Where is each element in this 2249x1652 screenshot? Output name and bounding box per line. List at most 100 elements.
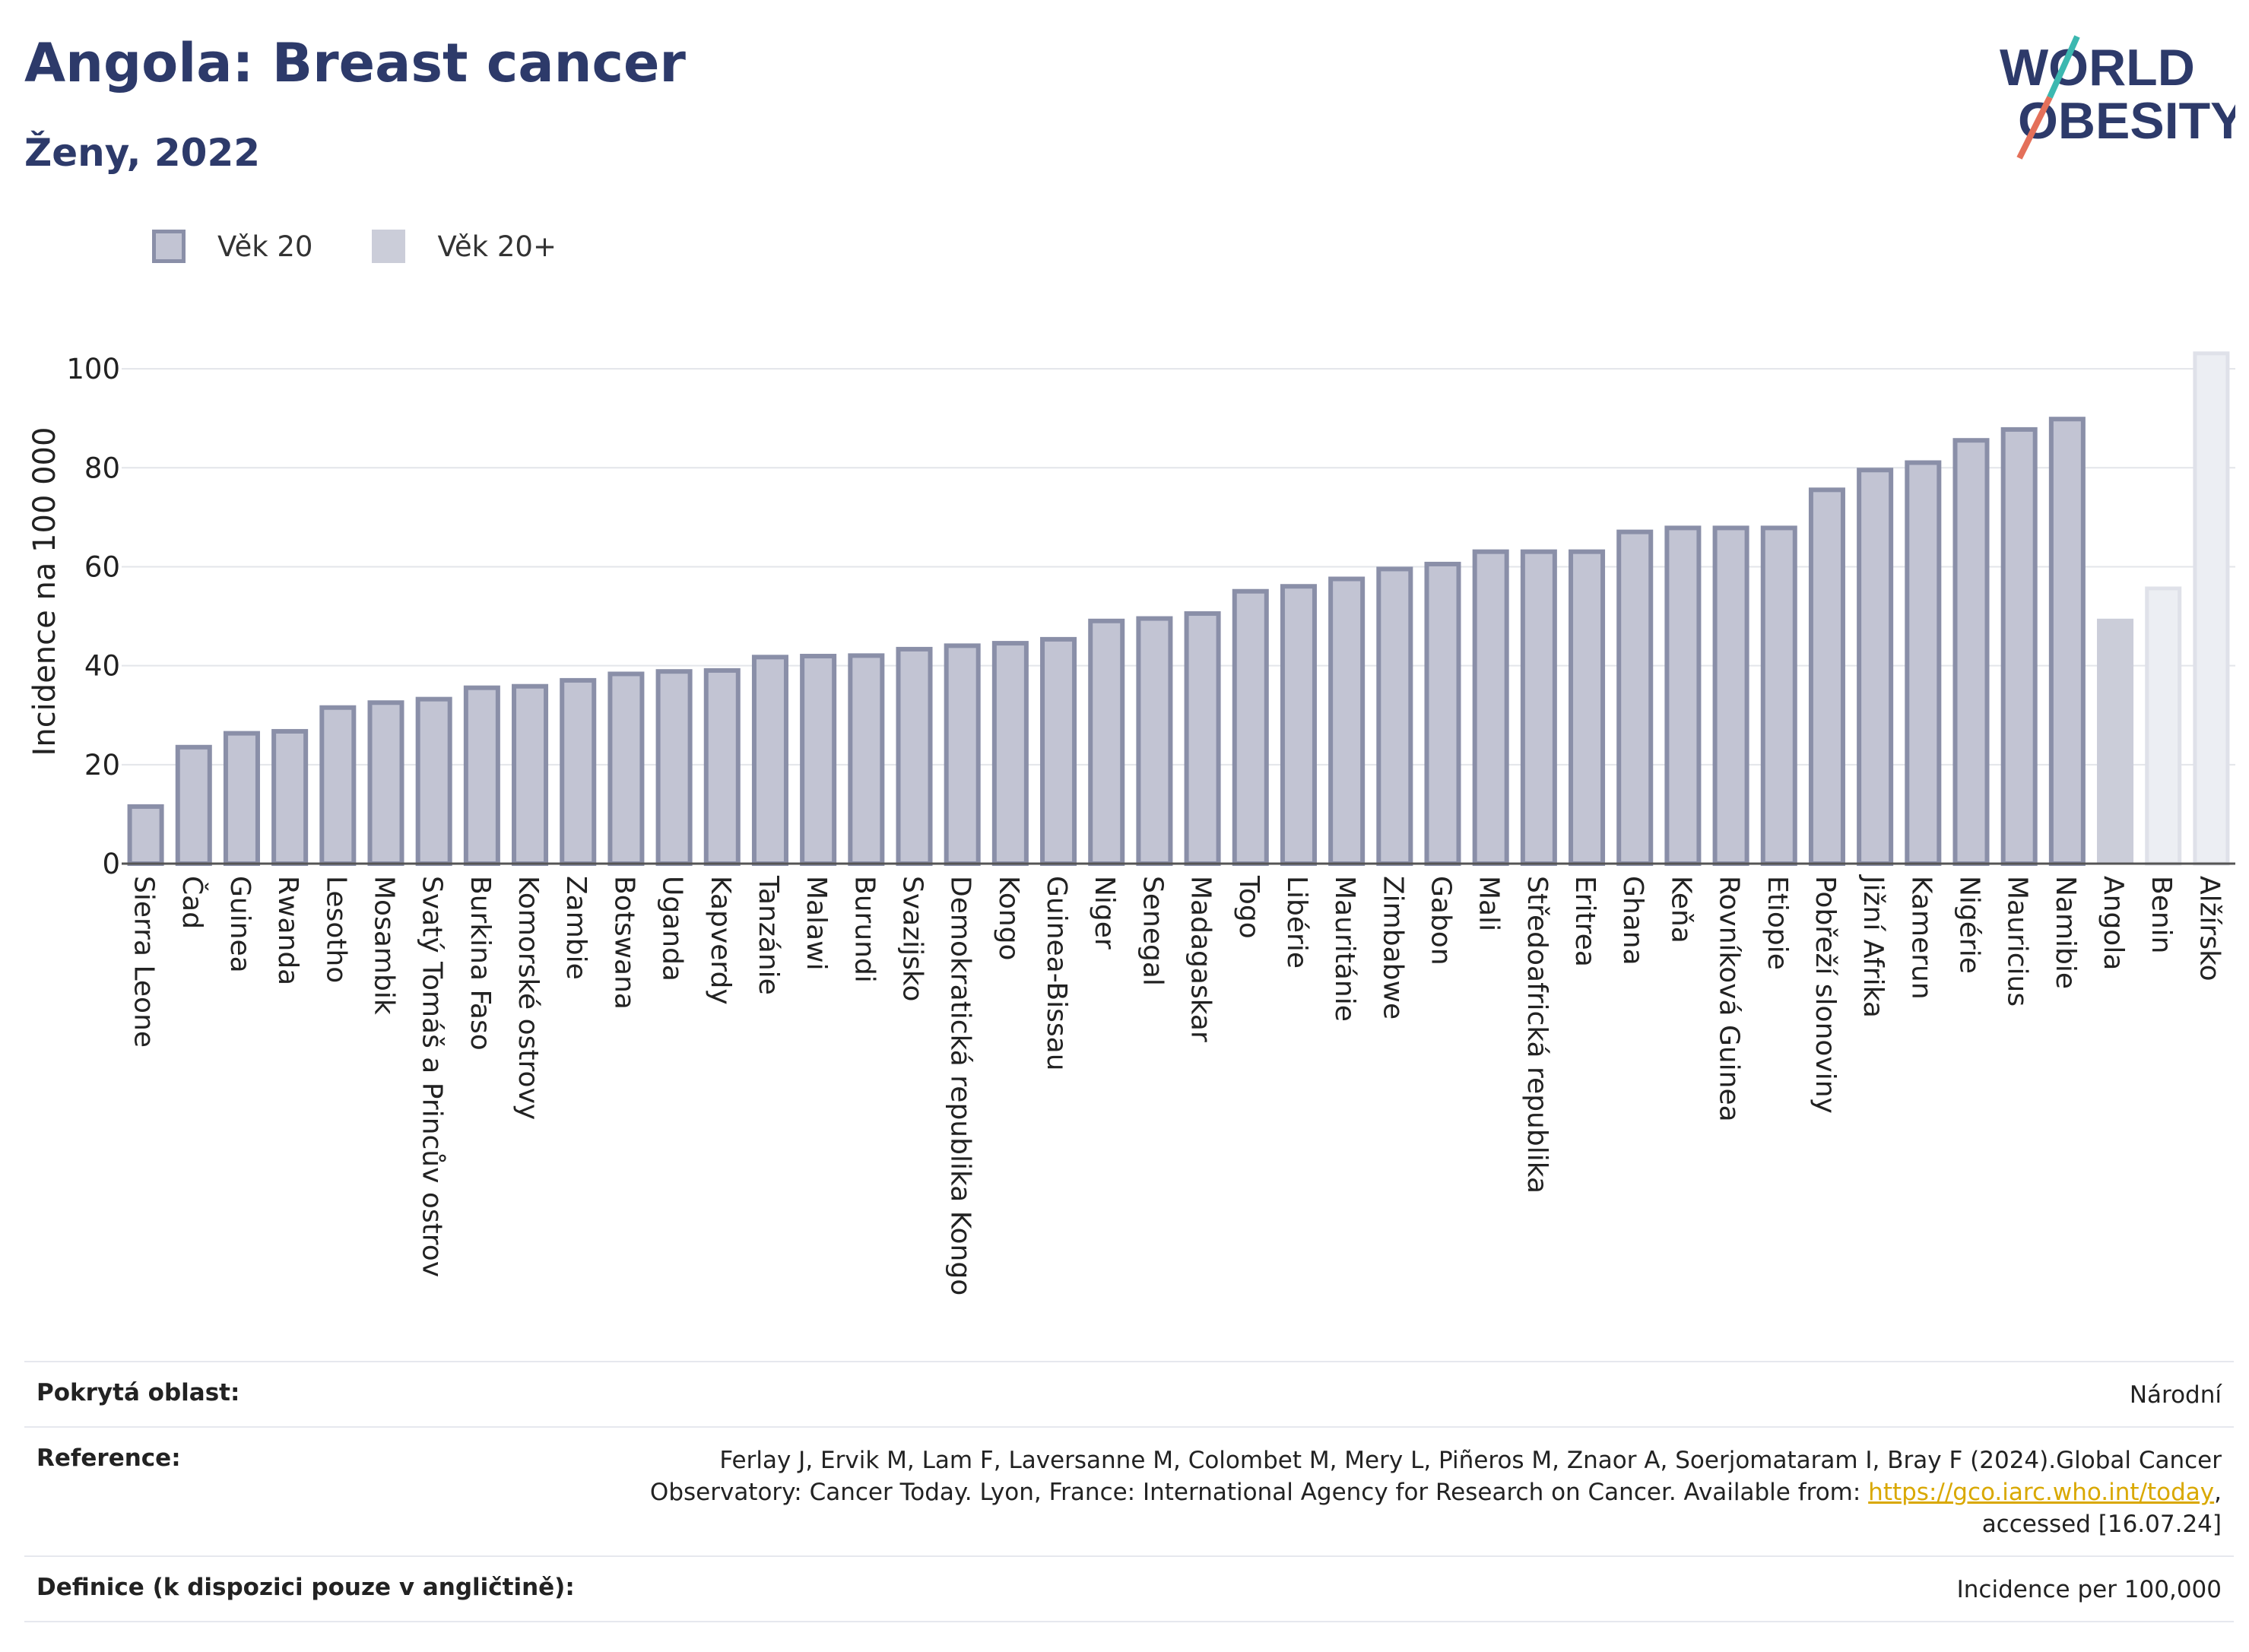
bar — [1952, 438, 1990, 866]
x-tick-label: Malawi — [801, 876, 832, 971]
x-tick-label: Benin — [2146, 876, 2177, 953]
bar — [1664, 525, 1702, 866]
legend-label: Věk 20+ — [437, 230, 557, 263]
x-tick-label: Lesotho — [320, 876, 351, 983]
x-tick-label: Kapverdy — [705, 876, 736, 1005]
x-tick-label: Zambie — [560, 876, 592, 980]
legend-swatch-light — [372, 230, 406, 263]
x-tick-label: Mosambik — [369, 876, 400, 1015]
logo-text-obesity: OBESITY — [2018, 92, 2235, 150]
bar — [1040, 636, 1077, 866]
footer-label: Reference: — [36, 1444, 181, 1472]
x-tick-label: Rwanda — [272, 876, 303, 985]
x-tick-label: Guinea-Bissau — [1041, 876, 1072, 1071]
bar — [319, 705, 357, 867]
bar — [367, 700, 404, 867]
bar — [1905, 460, 1942, 866]
x-tick-label: Svazijsko — [897, 876, 928, 1001]
bar — [1376, 566, 1413, 866]
bar — [1088, 618, 1125, 866]
x-tick-label: Alžírsko — [2193, 876, 2225, 981]
footer-value: Incidence per 100,000 — [1956, 1576, 2222, 1603]
x-tick-label: Angola — [2098, 876, 2129, 970]
bar — [2145, 586, 2182, 866]
bar — [2048, 417, 2086, 867]
logo-slash-red — [2016, 96, 2053, 160]
x-tick-label: Mauritánie — [1329, 876, 1360, 1022]
bar — [944, 643, 981, 866]
x-tick-label: Jižní Afrika — [1857, 874, 1889, 1018]
legend-item-vek-20-plus: Věk 20+ — [372, 230, 557, 263]
x-tick-label: Mali — [1473, 876, 1505, 931]
y-tick-label: 20 — [84, 749, 120, 782]
bar — [463, 685, 500, 866]
page-subtitle: Ženy, 2022 — [24, 131, 261, 175]
footer-row-definition: Definice (k dispozici pouze v angličtině… — [24, 1555, 2234, 1622]
x-tick-label: Gabon — [1426, 876, 1457, 966]
bar — [127, 804, 164, 867]
reference-text: Ferlay J, Ervik M, Lam F, Laversanne M, … — [649, 1447, 2222, 1506]
x-tick-label: Rovníková Guinea — [1714, 876, 1745, 1122]
y-tick-label: 40 — [84, 650, 120, 683]
footer-label: Definice (k dispozici pouze v angličtině… — [36, 1574, 575, 1601]
y-tick-label: 100 — [66, 353, 120, 385]
x-tick-label: Mauricius — [2002, 876, 2033, 1007]
bar — [223, 731, 260, 866]
bar — [1616, 529, 1654, 866]
footer-row-reference: Reference: Ferlay J, Ervik M, Lam F, Lav… — [24, 1426, 2234, 1555]
footer-label: Pokrytá oblast: — [36, 1379, 240, 1406]
y-tick-label: 60 — [84, 550, 120, 583]
x-tick-label: Komorské ostrovy — [512, 876, 544, 1120]
bar — [175, 744, 212, 866]
bar — [1424, 561, 1461, 866]
bar — [1280, 584, 1317, 866]
x-tick-label: Ghana — [1617, 876, 1648, 966]
y-tick-label: 80 — [84, 452, 120, 484]
bar — [2097, 618, 2134, 864]
bar — [896, 646, 933, 866]
bar — [1760, 525, 1797, 866]
legend-swatch-main — [152, 230, 186, 263]
legend-label: Věk 20 — [217, 230, 313, 263]
x-tick-label: Niger — [1089, 876, 1120, 950]
footer-table: Pokrytá oblast: Národní Reference: Ferla… — [24, 1361, 2234, 1622]
x-tick-label: Libérie — [1281, 876, 1312, 969]
x-tick-label: Togo — [1233, 875, 1264, 939]
bar — [751, 655, 788, 866]
x-tick-label: Etiopie — [1762, 876, 1793, 970]
page-title: Angola: Breast cancer — [24, 32, 686, 94]
footer-row-coverage: Pokrytá oblast: Národní — [24, 1361, 2234, 1426]
bar — [271, 728, 309, 866]
x-tick-label: Madagaskar — [1185, 876, 1216, 1042]
bar — [1520, 549, 1557, 866]
bar — [1472, 549, 1509, 866]
x-tick-label: Kamerun — [1905, 876, 1937, 1000]
bar — [607, 671, 645, 866]
logo-slash-teal — [2047, 35, 2080, 99]
reference-link[interactable]: https://gco.iarc.who.int/today — [1868, 1479, 2215, 1506]
bar — [1136, 616, 1173, 866]
x-tick-label: Uganda — [657, 876, 688, 981]
bar — [2193, 351, 2230, 866]
chart-legend: Věk 20 Věk 20+ — [152, 225, 616, 268]
bar — [415, 696, 452, 866]
x-tick-label: Senegal — [1137, 876, 1168, 986]
x-tick-label: Nigérie — [1954, 876, 1985, 974]
world-obesity-logo: WORLD OBESITY — [2000, 35, 2235, 160]
x-tick-label: Burkina Faso — [465, 876, 496, 1051]
x-tick-label: Čad — [176, 876, 208, 929]
x-tick-label: Zimbabwe — [1377, 876, 1408, 1019]
bar — [1232, 588, 1269, 866]
x-tick-label: Guinea — [224, 876, 255, 973]
logo-text-world: WORLD — [2000, 39, 2195, 97]
bar — [655, 669, 693, 866]
x-tick-label: Pobřeží slonoviny — [1810, 876, 1841, 1114]
x-tick-label: Botswana — [608, 876, 639, 1010]
x-tick-label: Svatý Tomáš a Princův ostrov — [417, 876, 448, 1277]
bar — [703, 667, 741, 866]
bar — [800, 654, 837, 866]
y-axis-label: Incidence na 100 000 — [27, 427, 62, 756]
x-tick-label: Burundi — [849, 876, 880, 983]
bar — [2000, 426, 2038, 866]
bar — [1712, 525, 1749, 866]
